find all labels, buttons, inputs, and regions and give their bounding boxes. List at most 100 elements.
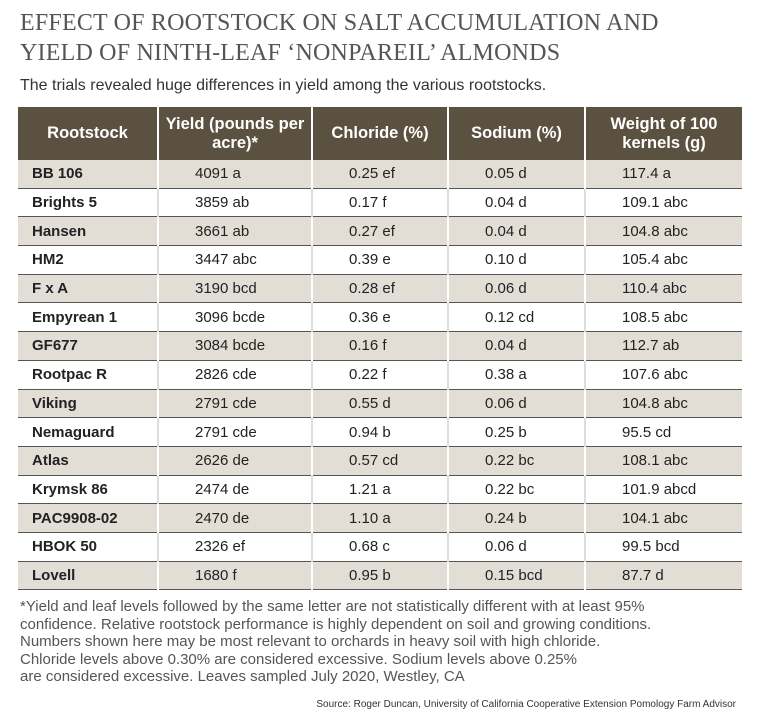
- table-body: BB 106 4091 a 0.25 ef 0.05 d 117.4 a Brights …: [18, 160, 742, 591]
- table-cell: 2474 de: [157, 475, 312, 505]
- table-cell: 0.15 bcd: [447, 561, 585, 591]
- table-row: HBOK 50 2326 ef 0.68 c 0.06 d 99.5 bcd: [18, 532, 742, 562]
- table-row: GF677 3084 bcde 0.16 f 0.04 d 112.7 ab: [18, 331, 742, 361]
- table-cell: 4091 a: [157, 160, 312, 189]
- table-cell: 3084 bcde: [157, 331, 312, 361]
- table-row: Nemaguard 2791 cde 0.94 b 0.25 b 95.5 cd: [18, 417, 742, 447]
- table-cell: 2326 ef: [157, 532, 312, 562]
- table-cell: 0.25 b: [447, 417, 585, 447]
- table-row: HM2 3447 abc 0.39 e 0.10 d 105.4 abc: [18, 245, 742, 275]
- table-cell: PAC9908-02: [18, 503, 158, 533]
- table-cell: 0.22 bc: [447, 475, 585, 505]
- footnote-line: confidence. Relative rootstock performan…: [20, 615, 652, 633]
- table-cell: 0.22 f: [311, 360, 448, 390]
- title-line: EFFECT OF ROOTSTOCK ON SALT ACCUMULATION…: [20, 10, 659, 36]
- table-cell: 0.38 a: [447, 360, 585, 390]
- table-cell: 2791 cde: [157, 417, 312, 447]
- table-cell: 101.9 abcd: [584, 475, 742, 505]
- table-cell: 0.04 d: [447, 216, 585, 247]
- table-cell: Atlas: [18, 446, 158, 476]
- table-cell: 0.06 d: [447, 532, 585, 562]
- table-cell: 0.55 d: [311, 389, 448, 419]
- table-cell: Krymsk 86: [18, 475, 158, 505]
- table-cell: 3859 ab: [157, 188, 312, 218]
- table-row: Krymsk 86 2474 de 1.21 a 0.22 bc 101.9 abcd: [18, 475, 742, 505]
- title-line: YIELD OF NINTH-LEAF ‘NONPAREIL’ ALMONDS: [20, 40, 561, 66]
- table-cell: 0.22 bc: [447, 446, 585, 476]
- table-cell: 108.5 abc: [584, 302, 742, 333]
- table-cell: Viking: [18, 389, 158, 419]
- table-cell: 112.7 ab: [584, 331, 742, 361]
- table-cell: 0.16 f: [311, 331, 448, 361]
- table-cell: BB 106: [18, 160, 158, 189]
- column-header: Chloride (%): [311, 107, 448, 160]
- table-cell: 2626 de: [157, 446, 312, 476]
- table-cell: 2826 cde: [157, 360, 312, 390]
- table-cell: 2470 de: [157, 503, 312, 533]
- table-cell: 0.36 e: [311, 302, 448, 333]
- table-cell: Lovell: [18, 561, 158, 591]
- table-cell: HM2: [18, 245, 158, 275]
- table-row: Hansen 3661 ab 0.27 ef 0.04 d 104.8 abc: [18, 216, 742, 247]
- table-cell: 3190 bcd: [157, 274, 312, 304]
- footnote-line: Numbers shown here may be most relevant …: [20, 633, 601, 650]
- table-cell: 105.4 abc: [584, 245, 742, 275]
- footnote: *Yield and leaf levels followed by the s…: [20, 598, 651, 686]
- table-cell: 87.7 d: [584, 561, 742, 591]
- table-cell: 0.10 d: [447, 245, 585, 275]
- column-header: Rootstock: [18, 107, 158, 160]
- table-cell: Hansen: [18, 216, 158, 247]
- subtitle: The trials revealed huge differences in …: [20, 77, 547, 94]
- table-cell: 0.57 cd: [311, 446, 448, 476]
- table-cell: 0.06 d: [447, 389, 585, 419]
- table-cell: 0.68 c: [311, 532, 448, 562]
- footnote-line: are considered excessive. Leaves sampled…: [20, 668, 465, 685]
- table-row: Atlas 2626 de 0.57 cd 0.22 bc 108.1 abc: [18, 446, 742, 476]
- footnote-line: *Yield and leaf levels followed by the s…: [20, 598, 645, 615]
- table-cell: 104.8 abc: [584, 389, 742, 419]
- table-cell: 0.04 d: [447, 331, 585, 361]
- table-cell: 1680 f: [157, 561, 312, 591]
- table-row: Viking 2791 cde 0.55 d 0.06 d 104.8 abc: [18, 389, 742, 419]
- table-cell: 117.4 a: [584, 160, 742, 189]
- table-cell: 0.24 b: [447, 503, 585, 533]
- column-header: Weight of 100 kernels (g): [584, 107, 742, 160]
- table-row: Empyrean 1 3096 bcde 0.36 e 0.12 cd 108.5 ab…: [18, 302, 742, 333]
- table-cell: 0.95 b: [311, 561, 448, 591]
- table-cell: 1.21 a: [311, 475, 448, 505]
- table-cell: 0.12 cd: [447, 302, 585, 333]
- source: Source: Roger Duncan, University of Cali…: [316, 699, 736, 710]
- table-cell: 0.94 b: [311, 417, 448, 447]
- table-cell: 3096 bcde: [157, 302, 312, 333]
- table-cell: 0.27 ef: [311, 216, 448, 247]
- table-cell: 3447 abc: [157, 245, 312, 275]
- table-cell: 0.05 d: [447, 160, 585, 189]
- table-cell: 110.4 abc: [584, 274, 742, 304]
- table-row: PAC9908-02 2470 de 1.10 a 0.24 b 104.1 abc: [18, 503, 742, 533]
- table-cell: 0.06 d: [447, 274, 585, 304]
- table-cell: F x A: [18, 274, 158, 304]
- table-cell: 109.1 abc: [584, 188, 742, 218]
- title: EFFECT OF ROOTSTOCK ON SALT ACCUMULATION…: [20, 8, 659, 68]
- table-cell: 2791 cde: [157, 389, 312, 419]
- table-row: Rootpac R 2826 cde 0.22 f 0.38 a 107.6 abc: [18, 360, 742, 390]
- table-cell: HBOK 50: [18, 532, 158, 562]
- table-row: F x A 3190 bcd 0.28 ef 0.06 d 110.4 abc: [18, 274, 742, 304]
- table-cell: 99.5 bcd: [584, 532, 742, 562]
- header-row: Rootstock Yield (pounds per acre)* Chlorid…: [18, 107, 742, 160]
- table-cell: 0.25 ef: [311, 160, 448, 189]
- table-cell: 0.17 f: [311, 188, 448, 218]
- table-cell: 3661 ab: [157, 216, 312, 247]
- table-cell: 0.28 ef: [311, 274, 448, 304]
- table: Rootstock Yield (pounds per acre)* Chlorid…: [18, 107, 742, 591]
- table-row: Lovell 1680 f 0.95 b 0.15 bcd 87.7 d: [18, 561, 742, 591]
- column-header: Sodium (%): [447, 107, 585, 160]
- table-cell: 104.1 abc: [584, 503, 742, 533]
- table-cell: 0.04 d: [447, 188, 585, 218]
- table-cell: 107.6 abc: [584, 360, 742, 390]
- table-row: BB 106 4091 a 0.25 ef 0.05 d 117.4 a: [18, 160, 742, 189]
- table-cell: Rootpac R: [18, 360, 158, 390]
- table-cell: 104.8 abc: [584, 216, 742, 247]
- table-cell: 1.10 a: [311, 503, 448, 533]
